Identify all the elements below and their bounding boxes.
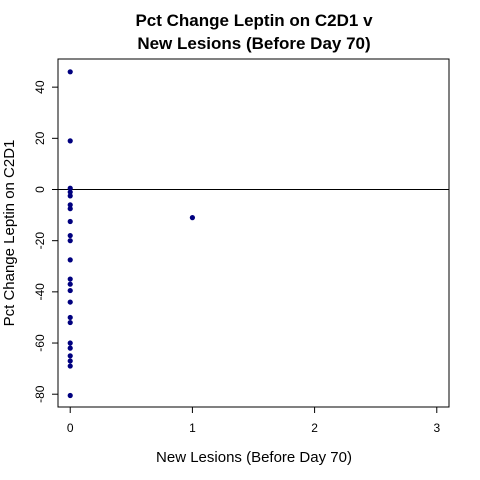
- data-point: [67, 299, 73, 305]
- x-axis-label: New Lesions (Before Day 70): [156, 449, 352, 466]
- data-point: [189, 215, 196, 221]
- data-point: [67, 353, 73, 359]
- y-axis-label: Pct Change Leptin on C2D1: [1, 140, 18, 327]
- x-tick-label: 3: [433, 421, 440, 435]
- data-point: [67, 193, 73, 199]
- y-tick-label: -60: [33, 334, 47, 352]
- y-tick-label: -20: [33, 232, 47, 250]
- data-point: [67, 189, 73, 195]
- chart-title-line-2: New Lesions (Before Day 70): [137, 34, 370, 53]
- data-point: [67, 363, 73, 369]
- data-point: [67, 345, 73, 351]
- data-point: [67, 138, 73, 144]
- y-tick-label: 40: [33, 80, 47, 94]
- data-point: [67, 257, 73, 263]
- y-tick-label: -80: [33, 385, 47, 403]
- data-point: [67, 202, 73, 208]
- data-point: [67, 276, 73, 282]
- chart-title-line-1: Pct Change Leptin on C2D1 v: [135, 11, 373, 30]
- data-point: [67, 281, 73, 287]
- data-point: [67, 314, 73, 321]
- data-point: [67, 206, 73, 212]
- data-points: [67, 69, 196, 399]
- plot-frame: [57, 58, 450, 408]
- x-axis: 0 1 2 3: [67, 407, 440, 435]
- data-point: [67, 392, 73, 399]
- x-tick-label: 0: [67, 421, 74, 435]
- y-tick-label: -40: [33, 283, 47, 301]
- data-point: [67, 340, 73, 346]
- y-tick-label: 20: [33, 131, 47, 145]
- data-point: [67, 238, 73, 244]
- data-point: [67, 319, 73, 326]
- data-point: [67, 185, 73, 191]
- data-point: [67, 287, 73, 294]
- data-point: [67, 69, 73, 75]
- y-tick-label: 0: [33, 186, 47, 193]
- data-point: [67, 358, 73, 364]
- data-point: [67, 218, 73, 225]
- data-point: [67, 232, 73, 239]
- y-axis: -80 -60 -40 -20 0 20 40: [33, 80, 58, 403]
- x-tick-label: 2: [311, 421, 318, 435]
- x-tick-label: 1: [189, 421, 196, 435]
